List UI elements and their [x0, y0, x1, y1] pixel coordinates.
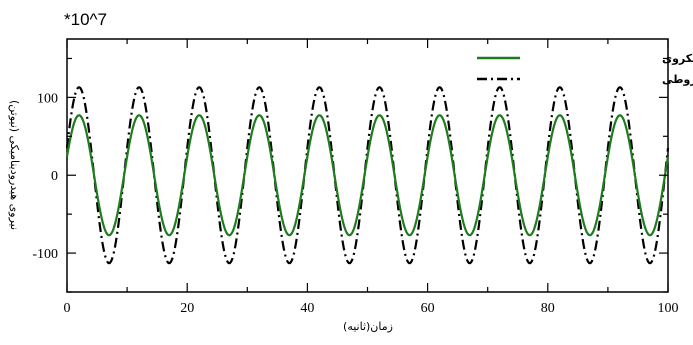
series-layer	[65, 86, 670, 265]
y-axis-title: نیروی هیدرودینامیکی (نیوتن)	[8, 100, 21, 230]
x-tick-labels: 0 20 40 60 80 100	[64, 301, 679, 316]
legend: بدنه شناور نیمکروی بدنه شناور نیم مخروطی	[477, 52, 693, 86]
x-tick-label: 0	[64, 301, 71, 316]
x-tick-label: 80	[541, 301, 555, 316]
x-tick-label: 40	[300, 301, 314, 316]
x-tick-label: 60	[421, 301, 435, 316]
y-tick-labels: 100 0 -100	[32, 91, 58, 262]
x-tick-label: 100	[658, 301, 679, 316]
ticks-layer	[66, 39, 669, 293]
x-axis-title: زمان(ثانیه)	[343, 320, 393, 333]
y-multiplier-label: *10^7	[64, 10, 107, 29]
legend-label-semicone: بدنه شناور نیم مخروطی	[662, 73, 693, 86]
x-tick-label: 20	[180, 301, 194, 316]
plot-frame	[66, 38, 669, 293]
series-line-0	[65, 114, 670, 237]
y-tick-label: 0	[51, 169, 58, 184]
y-tick-label: -100	[32, 247, 58, 262]
series-line-1	[65, 86, 670, 265]
y-tick-label: 100	[37, 91, 58, 106]
legend-label-hemisphere: بدنه شناور نیمکروی	[662, 52, 693, 65]
